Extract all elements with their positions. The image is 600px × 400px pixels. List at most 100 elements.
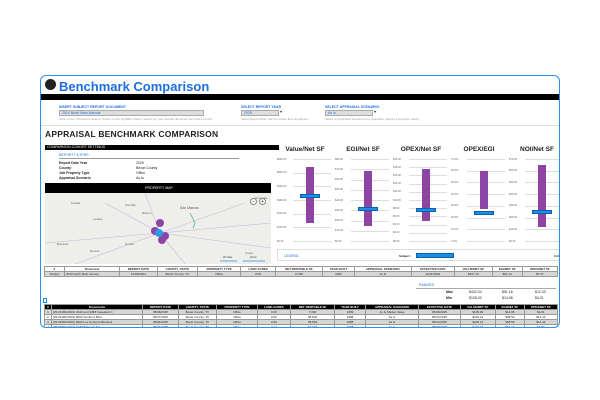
checkbox[interactable] (43, 298, 47, 303)
cell: 1988 (334, 324, 366, 327)
appraisal-scenario-select[interactable]: As Is (325, 110, 373, 116)
gridline (351, 169, 389, 171)
year-hint: Select Report Date Year to include from … (241, 117, 309, 121)
subject-cell: 11/21/2024 (410, 271, 456, 277)
y-tick-label: $20.00 (393, 157, 401, 161)
subject-marker (358, 207, 378, 212)
map-place: Boerne (142, 211, 152, 215)
chart-title: NOI/Net SF (520, 146, 554, 153)
y-tick-label: 60.0% (451, 169, 459, 173)
table-row[interactable]: 4 (25-00360-0001) 1970 Babcock Rd 05/04/20… (44, 324, 559, 327)
y-tick-label: $70.00 (509, 157, 517, 161)
filter-label: County (59, 166, 72, 170)
min-label: Min (446, 296, 453, 300)
y-tick-label: 0.0% (451, 239, 457, 243)
y-tick-label: $2.00 (393, 231, 400, 235)
gridline (467, 241, 505, 242)
scenario-label: SELECT APPRAISAL SCENARIO (325, 105, 380, 109)
year-dropdown-icon[interactable]: ▾ (280, 109, 283, 114)
report-year-select[interactable]: 2025 (241, 110, 279, 116)
subject-cell: Subject (44, 271, 65, 277)
y-tick-label: $10.00 (509, 227, 517, 231)
cell: 4 (44, 324, 52, 327)
cell: $432.04 (459, 324, 497, 327)
filter-value: Bexar County (136, 166, 158, 170)
max-value: $12.43 (535, 290, 546, 294)
y-tick-label: 40.0% (451, 192, 459, 196)
scenario-dropdown-icon[interactable]: ▾ (374, 109, 377, 114)
y-tick-label: $18.00 (393, 165, 401, 169)
subject-marker (474, 210, 494, 215)
page-title: APPRAISAL BENCHMARK COMPARISON (45, 129, 219, 139)
y-tick-label: $100.00 (277, 225, 287, 229)
filter-value: As Is (136, 176, 144, 180)
cohort-range-bar (364, 171, 372, 226)
gridline (409, 159, 447, 160)
cohort-range-bar (480, 170, 488, 210)
cell[interactable]: (25-00360-0001) 1970 Babcock Rd (50, 324, 144, 327)
y-tick-label: 10.0% (451, 227, 459, 231)
property-map[interactable]: Uvalde Kerrville Boerne San Marcos Leake… (45, 193, 271, 264)
map-place: Devine (90, 249, 100, 253)
subject-cell: $7.37 (521, 271, 559, 277)
y-tick-label: $200.00 (277, 212, 287, 216)
y-tick-label: $500.00 (277, 171, 287, 175)
subject-document-input[interactable]: 2010 North Main Avenue (59, 110, 204, 116)
subject-hint: Click on the "Document Search" button on… (59, 117, 213, 121)
ranges-label: RANGES (419, 283, 434, 287)
cell: As Is (364, 324, 420, 327)
chart-title: OPEX/EGI (463, 146, 495, 153)
gridline (409, 241, 447, 242)
scenario-hint: Select an Appraisal Scenario from dropdo… (325, 117, 421, 121)
gridline (293, 159, 331, 160)
legend-subject-label: Subject (399, 254, 410, 258)
y-tick-label: $10.00 (335, 229, 343, 233)
y-tick-label: $50.00 (335, 188, 343, 192)
gridline (525, 159, 559, 160)
legend-cohort-label: Coh (554, 254, 560, 258)
gridline (351, 241, 389, 242)
legend-subject-swatch (416, 253, 454, 258)
cohort-range-bar (422, 169, 430, 221)
table-row[interactable]: 1 (25-01480-0001) 3442 and 3458 Copeland … (44, 309, 559, 315)
lightbox-logo-icon (45, 79, 56, 90)
zoom-in-icon[interactable]: + (259, 198, 266, 205)
gridline (409, 232, 447, 234)
subject-cell: 0.00 (240, 271, 276, 277)
app-title: Benchmark Comparison (59, 79, 210, 94)
divider (41, 125, 559, 126)
chart-title: OPEX/Net SF (400, 146, 442, 153)
subject-table: # Document REPORT DATE COUNTY, STATE PROPERT… (44, 266, 559, 277)
y-tick-label: $400.00 (277, 184, 287, 188)
map-place: Hondo (125, 242, 134, 246)
property-map-header: PROPERTY MAP (45, 183, 271, 193)
max-value: $51.16 (502, 290, 513, 294)
y-tick-label: $30.00 (509, 204, 517, 208)
cell: 05/09/2025 (418, 324, 461, 327)
y-tick-label: $70.00 (335, 167, 343, 171)
table-row[interactable]: 2 (25-01380-0001) 8003 Sonterra Blvd 05/27… (44, 314, 559, 320)
chart-0: Value/Net SF $600.00 $500.00 $400.00 $300.00… (277, 146, 333, 250)
min-value: $14.98 (502, 296, 513, 300)
map-scale: 20 miles (223, 256, 233, 259)
y-tick-label: $40.00 (335, 198, 343, 202)
report-filters-label: REPORT FILTERS (59, 153, 89, 157)
y-tick-label: 20.0% (451, 216, 459, 220)
subject-cell: $31.14 (491, 271, 523, 277)
y-tick-label: $4.00 (393, 223, 400, 227)
y-tick-label: $0.00 (509, 239, 516, 243)
y-tick-label: $60.00 (509, 169, 517, 173)
map-place: Leakey (93, 217, 103, 221)
header-divider (41, 94, 559, 100)
subject-cell[interactable]: 2010 North Main Avenue (63, 271, 121, 277)
zoom-out-icon[interactable]: − (250, 198, 257, 205)
y-tick-label: 50.0% (451, 180, 459, 184)
y-tick-label: $16.00 (393, 173, 401, 177)
subject-marker (300, 193, 320, 198)
y-tick-label: 30.0% (451, 204, 459, 208)
y-tick-label: $14.00 (393, 182, 401, 186)
chart-1: EGI/Net SF $80.00 $70.00 $60.00 $50.00 $40.00… (335, 146, 391, 250)
y-tick-label: $6.00 (393, 214, 400, 218)
subject-marker (416, 207, 436, 212)
y-tick-label: $600.00 (277, 157, 287, 161)
